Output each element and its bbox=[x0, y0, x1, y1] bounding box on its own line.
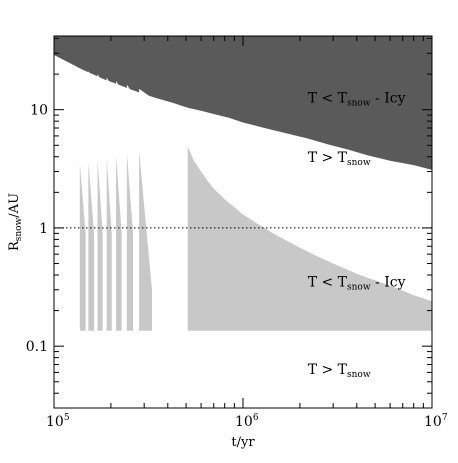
inner-icy-spike bbox=[88, 162, 95, 331]
inner-icy-spike bbox=[126, 153, 134, 331]
region-label-lower_icy: T < Tsnow - Icy bbox=[308, 274, 406, 292]
region-label-upper_warm: T > Tsnow bbox=[308, 150, 371, 168]
outer-notch bbox=[116, 80, 122, 110]
inner-icy-spike bbox=[106, 158, 112, 331]
x-tick-label: 106 bbox=[235, 413, 259, 430]
inner-icy-spike bbox=[79, 163, 86, 331]
x-tick-label: 105 bbox=[46, 413, 70, 430]
outer-notch bbox=[126, 84, 134, 114]
outer-notch bbox=[97, 74, 103, 103]
y-axis-label: Rsnow/AU bbox=[7, 193, 24, 251]
inner-icy-spike bbox=[139, 150, 152, 331]
inner-icy-spike bbox=[116, 155, 122, 331]
plot-area bbox=[54, 36, 432, 408]
axes: 105 106 107 0.1 1 10 t/yr Rsnow/AU bbox=[7, 35, 448, 450]
outer-icy-region bbox=[54, 36, 432, 170]
inner-icy-spike bbox=[97, 159, 103, 331]
annotations: T < Tsnow - Icy T > Tsnow T < Tsnow - Icy T… bbox=[308, 91, 406, 381]
y-tick-label: 1 bbox=[39, 221, 48, 237]
inner-icy-region bbox=[187, 146, 432, 331]
y-tick-label: 0.1 bbox=[26, 339, 48, 355]
x-tick-label: 107 bbox=[424, 413, 448, 430]
outer-notch bbox=[106, 77, 112, 106]
y-tick-label: 10 bbox=[30, 103, 48, 119]
x-axis-label: t/yr bbox=[231, 435, 255, 450]
outer-notch bbox=[79, 68, 86, 97]
outer-notch bbox=[139, 88, 152, 118]
region-label-lower_warm: T > Tsnow bbox=[308, 362, 371, 380]
region-label-upper_icy: T < Tsnow - Icy bbox=[308, 91, 406, 109]
outer-notch bbox=[88, 70, 95, 100]
